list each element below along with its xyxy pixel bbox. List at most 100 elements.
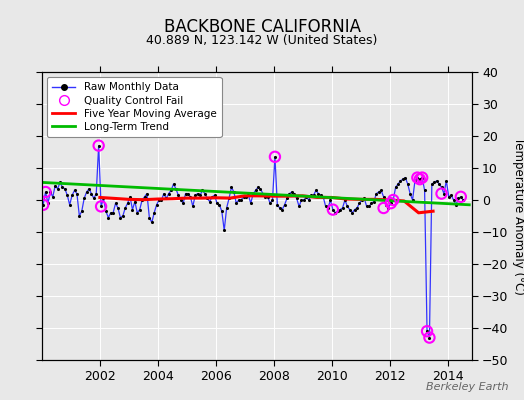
Point <box>394 181 402 187</box>
Point <box>329 206 337 213</box>
Point <box>302 194 311 200</box>
Point <box>49 194 57 200</box>
Point <box>201 190 209 197</box>
Point <box>39 202 47 208</box>
Point <box>387 200 395 206</box>
Point <box>237 197 245 203</box>
Point <box>58 184 67 190</box>
Point <box>343 203 352 210</box>
Point <box>408 197 417 203</box>
Point <box>413 174 421 181</box>
Point <box>375 189 383 195</box>
Point <box>68 192 77 198</box>
Point <box>355 200 364 206</box>
Point <box>440 190 448 197</box>
Point <box>309 192 318 198</box>
Point <box>210 192 219 198</box>
Point <box>435 181 443 187</box>
Point <box>136 206 144 213</box>
Point <box>130 198 139 205</box>
Point <box>53 186 62 192</box>
Point <box>304 197 313 203</box>
Point <box>51 182 59 189</box>
Point <box>128 206 137 213</box>
Point <box>447 192 455 198</box>
Point <box>391 184 400 190</box>
Point <box>121 205 129 211</box>
Point <box>82 189 91 195</box>
Point <box>167 187 175 194</box>
Point <box>316 192 325 198</box>
Point <box>351 206 359 213</box>
Point <box>249 190 257 197</box>
Point <box>155 197 163 203</box>
Point <box>94 142 103 149</box>
Point <box>430 179 439 186</box>
Point <box>367 200 376 206</box>
Point <box>292 195 301 202</box>
Point <box>365 203 373 210</box>
Point <box>213 200 221 206</box>
Point <box>172 186 180 192</box>
Point <box>56 179 64 186</box>
Point <box>401 174 409 181</box>
Point <box>307 192 315 198</box>
Point <box>184 190 192 197</box>
Point <box>181 190 190 197</box>
Point <box>345 206 354 213</box>
Point <box>227 184 236 190</box>
Legend: Raw Monthly Data, Quality Control Fail, Five Year Moving Average, Long-Term Tren: Raw Monthly Data, Quality Control Fail, … <box>47 77 222 137</box>
Point <box>264 194 272 200</box>
Point <box>215 202 224 208</box>
Point <box>300 197 308 203</box>
Point <box>97 203 105 210</box>
Point <box>70 187 79 194</box>
Point <box>116 214 125 221</box>
Point <box>403 181 412 187</box>
Point <box>148 219 156 226</box>
Point <box>268 197 277 203</box>
Point <box>133 210 141 216</box>
Point <box>165 190 173 197</box>
Point <box>379 205 388 211</box>
Text: BACKBONE CALIFORNIA: BACKBONE CALIFORNIA <box>163 18 361 36</box>
Point <box>324 205 332 211</box>
Point <box>90 195 98 202</box>
Point <box>358 197 366 203</box>
Point <box>162 195 170 202</box>
Point <box>273 202 281 208</box>
Point <box>143 190 151 197</box>
Point <box>321 203 330 210</box>
Point <box>150 210 158 216</box>
Point <box>280 202 289 208</box>
Point <box>177 197 185 203</box>
Point <box>425 334 434 341</box>
Point <box>326 197 335 203</box>
Point <box>169 181 178 187</box>
Point <box>399 176 407 182</box>
Point <box>41 189 50 195</box>
Point <box>174 192 182 198</box>
Point <box>406 190 414 197</box>
Point <box>118 213 127 219</box>
Point <box>396 178 405 184</box>
Point <box>193 190 202 197</box>
Point <box>333 208 342 214</box>
Point <box>456 194 465 200</box>
Point <box>416 176 424 182</box>
Point <box>85 186 93 192</box>
Point <box>423 328 431 334</box>
Point <box>46 189 54 195</box>
Point <box>160 190 168 197</box>
Point <box>319 194 328 200</box>
Point <box>225 195 233 202</box>
Point <box>297 197 305 203</box>
Point <box>186 194 194 200</box>
Point <box>312 187 320 194</box>
Point <box>450 197 458 203</box>
Point <box>75 213 83 219</box>
Point <box>80 195 89 202</box>
Point <box>94 142 103 149</box>
Point <box>377 187 385 194</box>
Text: 40.889 N, 123.142 W (United States): 40.889 N, 123.142 W (United States) <box>146 34 378 47</box>
